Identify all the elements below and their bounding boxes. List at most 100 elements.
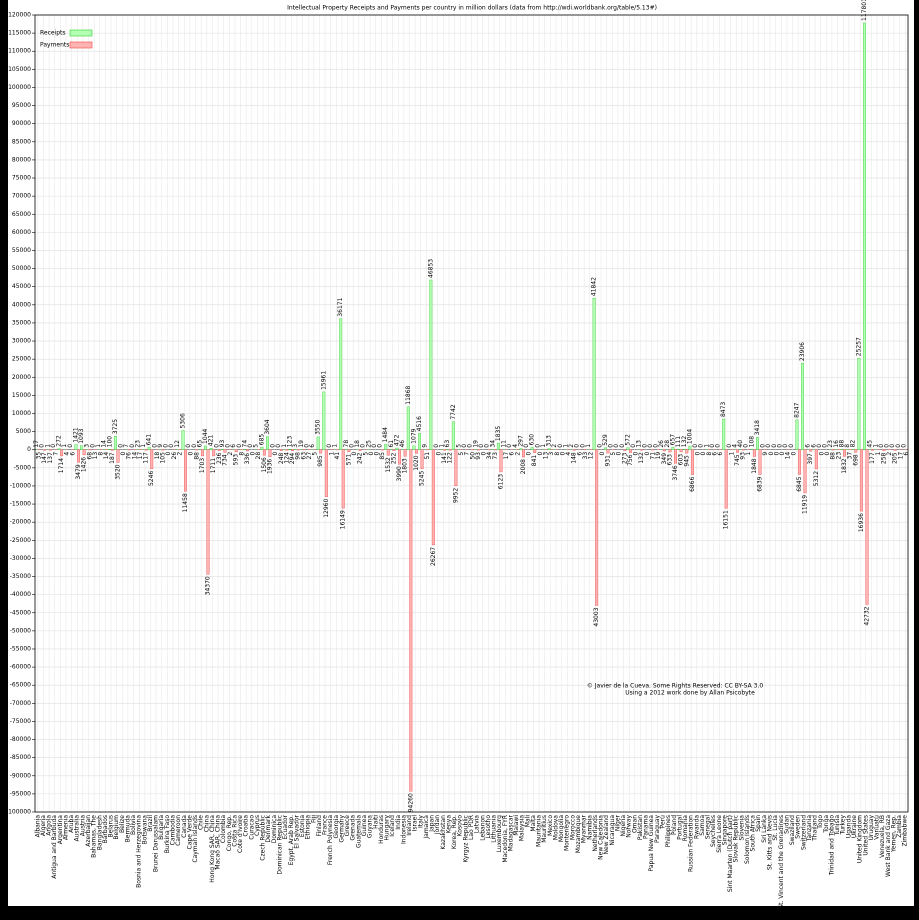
bar: [674, 449, 677, 464]
bar: [809, 449, 813, 452]
bar: [113, 436, 117, 450]
value-label: 17: [137, 452, 144, 460]
value-label: 2: [886, 452, 893, 456]
value-label: 6: [711, 452, 718, 456]
bar: [606, 449, 610, 454]
value-label: 3604: [264, 419, 271, 434]
value-label: 0: [768, 452, 775, 456]
y-tick-label: -10000: [10, 482, 31, 489]
value-label: 8: [238, 452, 245, 456]
bar: [572, 449, 576, 451]
value-label: 0: [557, 444, 564, 448]
bar: [268, 449, 272, 457]
value-label: 1: [61, 444, 68, 448]
value-label: 3: [292, 444, 299, 448]
x-tick-label: Germany: [338, 815, 345, 843]
value-label: 0: [433, 444, 440, 448]
value-label: 1936: [267, 459, 274, 474]
x-tick-label: Pakistan: [637, 815, 644, 840]
value-label: 0: [213, 444, 220, 448]
value-label: 65: [196, 440, 203, 448]
y-tick-label: 30000: [12, 338, 31, 345]
x-tick-label: Zimbabwe: [902, 815, 909, 847]
bar: [671, 447, 675, 450]
value-label: 132: [681, 436, 688, 448]
value-label: 28: [664, 440, 671, 448]
y-tick-label: -60000: [10, 664, 31, 671]
x-tick-label: Luxembourg: [496, 815, 503, 853]
x-tick-label: Turkey: [840, 815, 847, 836]
value-label: 45: [867, 440, 874, 448]
value-label: 16151: [723, 510, 730, 529]
x-tick-label: Solomon Islands: [744, 815, 751, 864]
bar: [752, 449, 756, 457]
y-tick-label: -90000: [10, 772, 31, 779]
y-tick-label: 120000: [8, 12, 31, 19]
bar: [57, 448, 61, 450]
legend-swatch: [69, 29, 93, 37]
x-tick-label: Brunei Darussalam: [153, 815, 160, 872]
value-label: 33: [582, 452, 589, 460]
x-tick-label: Vanuatu: [874, 815, 881, 840]
x-tick-label: France: [322, 815, 329, 835]
value-label: 93: [740, 452, 747, 460]
x-tick-label: Lesotho: [485, 815, 492, 839]
value-label: 18: [354, 440, 361, 448]
x-tick-label: Seychelles: [710, 815, 717, 847]
chart-background: [8, 0, 914, 906]
y-tick-label: -95000: [10, 790, 31, 797]
x-tick-label: Hong Kong SAR, China: [209, 815, 216, 883]
x-tick-label: Angola: [46, 815, 53, 836]
value-label: 2: [227, 452, 234, 456]
value-label: 46853: [427, 259, 434, 278]
x-tick-label: Iceland: [389, 815, 396, 837]
x-tick-label: Nigeria: [620, 815, 627, 837]
x-tick-label: Macedonia, FYR: [502, 815, 509, 863]
x-tick-label: Spain: [755, 815, 762, 832]
y-tick-label: 110000: [8, 48, 31, 55]
bar: [431, 449, 435, 546]
bar: [795, 419, 799, 450]
value-label: 14: [131, 452, 138, 460]
x-tick-label: New Zealand: [603, 815, 610, 855]
x-tick-label: Philippines: [665, 815, 672, 847]
x-tick-label: Switzerland: [800, 815, 807, 850]
value-label: 0: [889, 444, 896, 448]
value-label: 6839: [757, 476, 764, 491]
x-tick-label: Bulgaria: [158, 815, 165, 840]
value-label: 3550: [315, 419, 322, 434]
value-label: 177: [869, 452, 876, 464]
bar: [392, 449, 396, 451]
value-label: 1044: [202, 428, 209, 443]
value-label: 5306: [179, 413, 186, 428]
x-tick-label: Panama: [643, 815, 650, 839]
x-tick-label: Croatia: [243, 815, 250, 837]
x-tick-label: Honduras: [378, 815, 385, 844]
x-tick-label: Bosnia and Herzegovina: [136, 815, 143, 888]
x-tick-label: Israel: [412, 815, 419, 832]
x-tick-label: Papua New Guinea: [648, 815, 655, 872]
value-label: 0: [695, 452, 702, 456]
value-label: 1: [540, 444, 547, 448]
x-tick-label: Peru: [659, 815, 666, 829]
x-tick-label: Estonia: [299, 815, 306, 837]
value-label: 88: [193, 452, 200, 460]
y-tick-label: 100000: [8, 84, 31, 91]
bar: [418, 433, 422, 450]
value-label: 0: [50, 444, 57, 448]
x-tick-label: Myanmar: [581, 814, 588, 843]
bar: [395, 447, 399, 450]
value-label: 421: [208, 435, 215, 447]
value-label: 34: [489, 440, 496, 448]
value-label: 0: [247, 444, 254, 448]
x-tick-label: Slovenia: [738, 815, 745, 841]
value-label: 7: [52, 452, 59, 456]
value-label: 35: [36, 452, 43, 460]
value-label: 272: [56, 435, 63, 447]
x-tick-label: Moldova: [552, 815, 559, 841]
value-label: 0: [377, 444, 384, 448]
value-label: 6: [810, 444, 817, 448]
bar: [212, 449, 216, 457]
bar: [82, 449, 86, 456]
